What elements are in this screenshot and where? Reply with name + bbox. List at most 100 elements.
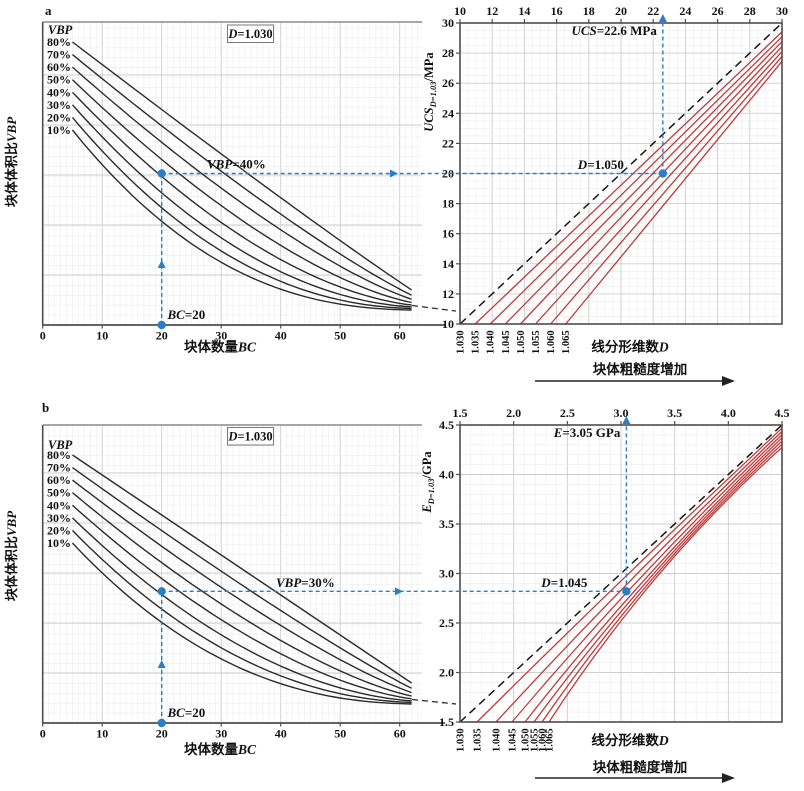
y-tick-label: 2.0 — [439, 666, 454, 680]
curve-label-30%: 30% — [47, 511, 71, 525]
d-value-label: 1.030 — [456, 728, 467, 752]
x-tick-label: 30 — [215, 727, 227, 741]
d-value-label: 1.055 — [530, 728, 541, 752]
x-axis-title: 块体数量BC — [184, 741, 257, 757]
x-tick-label: 40 — [275, 329, 287, 343]
d-value-label: 1.045 — [501, 330, 512, 354]
y-tick-label: 16 — [442, 227, 454, 241]
d-value-label: 1.055 — [531, 330, 542, 354]
y-tick-label: 20 — [442, 167, 454, 181]
curve-label-40%: 40% — [47, 85, 71, 99]
d-value-label: 1.040 — [486, 330, 497, 354]
d-lines — [476, 427, 783, 723]
panel-label-a: a — [45, 3, 52, 18]
y-tick-label: 18 — [442, 197, 454, 211]
annotation-selected-d: D=1.050 — [577, 157, 624, 172]
condition-label: D=1.030 — [227, 430, 272, 444]
top-tick-label: 16 — [551, 4, 563, 18]
top-tick-label: 4.0 — [721, 406, 736, 420]
condition-box — [227, 427, 274, 446]
x-tick-label: 10 — [96, 727, 108, 741]
y-axis-title: ED=1.03/GPa — [420, 451, 436, 514]
grid — [460, 425, 782, 722]
vbp-curve-10% — [71, 542, 412, 705]
a-right-chart: 10 12 14 16 18 20 22 24 26 28 30 30 28 26 24 22 20 18 16 14… — [422, 4, 788, 386]
curve-label-10%: 10% — [47, 536, 71, 550]
vbp-curve-10% — [71, 129, 412, 311]
vbp-curve-70% — [72, 54, 412, 296]
y-tick-label: 10 — [442, 317, 454, 331]
d-line-1.035 — [476, 427, 783, 723]
d-value-label: 1.065 — [561, 330, 572, 354]
grid — [42, 425, 422, 723]
top-tick-label: 1.5 — [453, 406, 468, 420]
x-tick-label: 40 — [275, 727, 287, 741]
vbp-curve-50% — [72, 79, 412, 304]
top-tick-label: 2.0 — [506, 406, 521, 420]
curve-label-50%: 50% — [47, 73, 71, 87]
d-value-label: 1.060 — [546, 330, 557, 354]
vbp-curve-40% — [71, 91, 412, 306]
curve-label-40%: 40% — [47, 498, 71, 512]
top-tick-label: 4.5 — [775, 406, 790, 420]
legend-title: VBP — [48, 23, 73, 37]
d-lines — [474, 31, 783, 325]
d-value-label: 1.060 — [538, 728, 549, 752]
curve-tail-dashed — [411, 304, 457, 312]
annotation-vbp: VBP=40% — [207, 157, 266, 172]
x-tick-label: 30 — [215, 329, 227, 343]
d-line-1.050 — [519, 46, 783, 325]
vbp-curve-20% — [71, 116, 412, 310]
roughness-arrow-head — [722, 773, 735, 783]
x-tick-label: 20 — [156, 727, 168, 741]
top-tick-label: 20 — [615, 4, 627, 18]
annotation-selected-d: D=1.045 — [540, 575, 588, 590]
top-tick-label: 10 — [454, 4, 466, 18]
d-value-label: 1.065 — [545, 728, 556, 752]
right-arrow-icon — [390, 169, 398, 178]
vbp-curve-30% — [72, 517, 412, 702]
y-tick-label: 4.5 — [439, 418, 454, 432]
right-arrow-icon — [395, 587, 403, 596]
top-tick-label: 24 — [679, 4, 691, 18]
annotation-bc: BC=20 — [167, 705, 206, 720]
top-tick-label: 22 — [647, 4, 659, 18]
curve-label-60%: 60% — [47, 473, 71, 487]
d-line-1.065 — [565, 60, 783, 325]
d-line-1.045 — [511, 434, 783, 723]
curve-label-80%: 80% — [47, 35, 71, 49]
reading-dot — [157, 718, 166, 728]
grid — [42, 22, 422, 325]
y-tick-label: 28 — [442, 46, 454, 60]
x-tick-label: 20 — [156, 329, 168, 343]
top-tick-label: 30 — [776, 4, 788, 18]
d-line-1.050 — [524, 437, 783, 723]
y-axis-title: 块体体积比VBP — [4, 116, 19, 207]
curve-label-20%: 20% — [47, 110, 71, 124]
vbp-curve-30% — [71, 104, 412, 308]
x-tick-label: 10 — [96, 329, 108, 343]
up-arrow-icon — [622, 416, 631, 424]
x-tick-label: 60 — [394, 329, 406, 343]
y-tick-label: 22 — [442, 136, 454, 150]
top-tick-label: 28 — [744, 4, 756, 18]
d-line-1.035 — [474, 31, 783, 325]
panel-label-b: b — [42, 400, 49, 415]
y-tick-label: 3.0 — [439, 567, 454, 581]
annotation-result: UCS=22.6 MPa — [571, 23, 657, 38]
reading-path-a: VBP=40% BC=20 UCS=22.6 MPa D=1.050 — [157, 14, 668, 330]
y-tick-label: 14 — [442, 257, 454, 271]
roughness-arrow-label: 块体粗糙度增加 — [593, 361, 688, 377]
top-tick-label: 12 — [486, 4, 498, 18]
curve-label-60%: 60% — [47, 60, 71, 74]
vbp-curve-80% — [72, 454, 412, 684]
d-line-1.040 — [489, 36, 783, 325]
x-axis-title: 线分形维数D — [591, 732, 669, 748]
d-value-label: 1.030 — [456, 330, 467, 354]
y-tick-label: 2.5 — [439, 616, 454, 630]
up-arrow-icon — [157, 660, 166, 668]
y-tick-label: 30 — [442, 16, 454, 30]
x-tick-label: 50 — [334, 727, 346, 741]
